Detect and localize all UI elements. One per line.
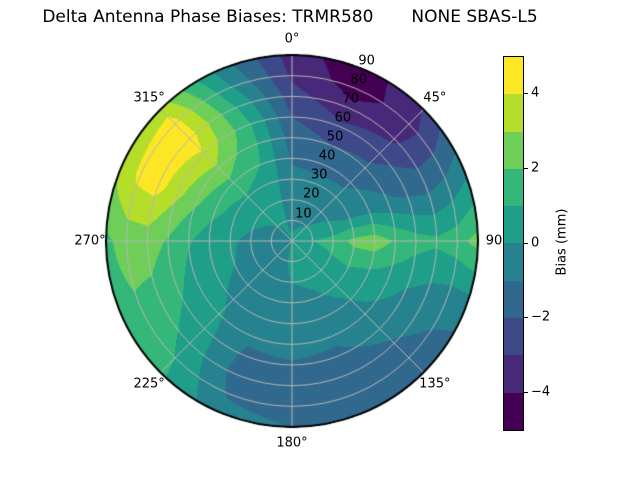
radial-tick-label-30: 30	[310, 167, 328, 183]
azimuth-tick-label-135: 135°	[419, 376, 451, 392]
colorbar	[503, 56, 524, 431]
radial-tick-label-10: 10	[295, 206, 312, 222]
azimuth-tick-label-0: 0°	[284, 31, 300, 47]
colorbar-segment	[504, 57, 523, 95]
colorbar-tick-label: −2	[531, 309, 551, 325]
colorbar-tick	[524, 317, 528, 319]
azimuth-tick-label-45: 45°	[423, 90, 447, 106]
colorbar-segment	[504, 206, 523, 244]
azimuth-tick-label-90: 90	[485, 233, 503, 249]
azimuth-tick-label-270: 270°	[74, 233, 106, 249]
colorbar-tick-label: −4	[531, 384, 551, 400]
azimuth-tick-label-225: 225°	[133, 376, 165, 392]
radial-tick-label-50: 50	[326, 129, 344, 145]
polar-contour-plot	[102, 51, 482, 431]
colorbar-tick-label: 2	[531, 160, 540, 176]
radial-tick-label-70: 70	[342, 91, 360, 107]
colorbar-segment	[504, 131, 523, 169]
colorbar-segment	[504, 280, 523, 319]
colorbar-tick-label: 4	[531, 85, 540, 101]
colorbar-axis-label: Bias (mm)	[554, 208, 570, 276]
radial-tick-label-90: 90	[358, 53, 375, 69]
colorbar-segment	[504, 168, 523, 207]
azimuth-tick-label-315: 315°	[133, 90, 165, 106]
plot-title-left: Delta Antenna Phase Biases: TRMR580	[42, 7, 374, 27]
radial-tick-label-60: 60	[334, 110, 352, 126]
radial-tick-label-20: 20	[302, 186, 320, 202]
colorbar-segment	[504, 355, 523, 393]
colorbar-segment	[504, 318, 523, 356]
colorbar-tick	[524, 242, 528, 244]
colorbar-tick-label: 0	[531, 235, 540, 250]
colorbar-tick	[524, 167, 528, 169]
plot-title-right: NONE SBAS-L5	[411, 7, 538, 27]
colorbar-segment	[504, 94, 523, 132]
colorbar-tick	[524, 391, 528, 393]
colorbar-tick	[524, 93, 528, 95]
azimuth-tick-label-180: 180°	[276, 435, 308, 451]
colorbar-segment	[504, 243, 523, 281]
radial-tick-label-40: 40	[318, 148, 336, 164]
plot-title: Delta Antenna Phase Biases: TRMR580 NONE…	[42, 7, 537, 27]
colorbar-segment	[504, 392, 523, 430]
radial-tick-label-80: 80	[350, 72, 367, 88]
